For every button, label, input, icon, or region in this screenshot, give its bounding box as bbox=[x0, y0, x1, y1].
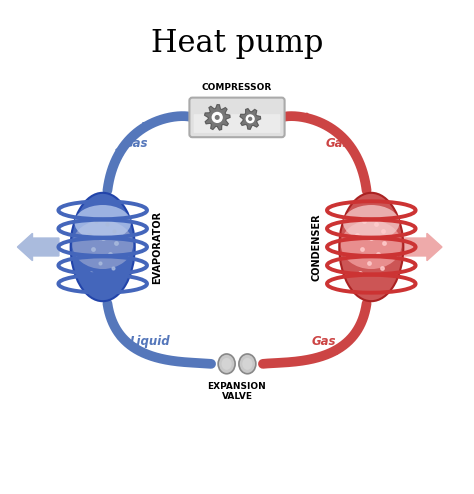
Circle shape bbox=[246, 115, 254, 123]
Ellipse shape bbox=[343, 205, 400, 240]
FancyArrow shape bbox=[18, 233, 59, 261]
Text: EVAPORATOR: EVAPORATOR bbox=[152, 210, 163, 284]
Text: EXPANSION
VALVE: EXPANSION VALVE bbox=[208, 382, 266, 401]
Text: CONDENSER: CONDENSER bbox=[311, 213, 322, 281]
Ellipse shape bbox=[218, 354, 235, 374]
FancyBboxPatch shape bbox=[194, 114, 280, 133]
Text: Gas: Gas bbox=[326, 137, 350, 150]
Ellipse shape bbox=[221, 358, 232, 370]
FancyArrow shape bbox=[401, 233, 442, 261]
Ellipse shape bbox=[242, 358, 253, 370]
Circle shape bbox=[212, 113, 222, 123]
Text: COMPRESSOR: COMPRESSOR bbox=[202, 83, 272, 92]
Text: Gas: Gas bbox=[124, 137, 148, 150]
Polygon shape bbox=[205, 105, 230, 130]
Text: Gas: Gas bbox=[312, 335, 337, 348]
Text: Heat pump: Heat pump bbox=[151, 28, 323, 59]
Circle shape bbox=[215, 116, 219, 119]
Text: Liquid: Liquid bbox=[129, 335, 170, 348]
Ellipse shape bbox=[341, 220, 402, 269]
Ellipse shape bbox=[239, 354, 256, 374]
Ellipse shape bbox=[74, 205, 131, 240]
Circle shape bbox=[249, 118, 252, 120]
Ellipse shape bbox=[71, 193, 135, 301]
Ellipse shape bbox=[339, 193, 403, 301]
Ellipse shape bbox=[72, 220, 133, 269]
Polygon shape bbox=[240, 109, 261, 129]
FancyBboxPatch shape bbox=[190, 98, 284, 137]
